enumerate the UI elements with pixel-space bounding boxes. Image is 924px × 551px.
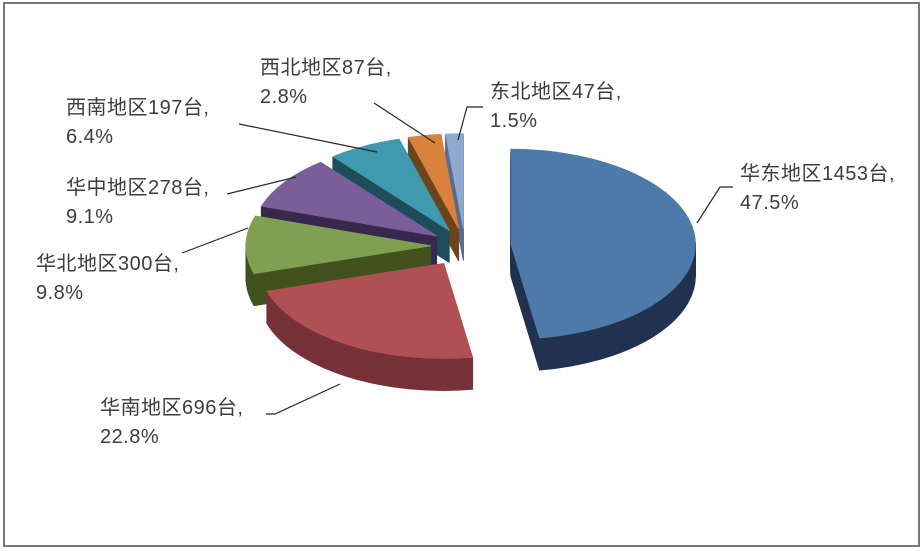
data-label-line1: 东北地区47台, — [490, 81, 622, 103]
leader-line-north-china — [181, 227, 249, 254]
data-label-line1: 华北地区300台, — [36, 253, 180, 275]
data-label-line2: 2.8% — [260, 86, 308, 108]
data-label-line1: 华中地区278台, — [66, 177, 210, 199]
data-label-east-china: 华东地区1453台, 47.5% — [740, 160, 895, 218]
pie-slice-central-china-top[interactable] — [260, 161, 438, 237]
data-label-south-china: 华南地区696台, 22.8% — [100, 394, 243, 452]
data-label-line1: 华南地区696台, — [100, 397, 244, 419]
data-label-line2: 1.5% — [490, 110, 538, 132]
pie-slice-southwest-china-top[interactable] — [332, 138, 450, 231]
pie-slice-north-china-top[interactable] — [245, 215, 432, 275]
data-label-northwest-china: 西北地区87台, 2.8% — [260, 54, 392, 112]
data-label-line2: 9.1% — [66, 206, 114, 228]
data-label-central-china: 华中地区278台, 9.1% — [66, 174, 209, 232]
data-label-line2: 9.8% — [36, 282, 84, 304]
data-label-north-china: 华北地区300台, 9.8% — [36, 250, 179, 308]
pie-slice-east-china[interactable] — [510, 148, 696, 371]
pie-slice-south-china[interactable] — [266, 262, 474, 391]
data-label-southwest-china: 西南地区197台, 6.4% — [66, 94, 209, 152]
leader-line-central-china — [226, 176, 297, 195]
leader-line-northeast-china — [457, 106, 483, 141]
pie-slice-northeast-china-top[interactable] — [445, 133, 464, 229]
leader-line-southwest-china — [238, 123, 378, 153]
data-label-line1: 华东地区1453台, — [740, 163, 896, 185]
data-label-line2: 47.5% — [740, 192, 800, 214]
pie-slice-south-china-top[interactable] — [266, 262, 474, 359]
leader-line-south-china — [266, 383, 341, 415]
leader-line-northwest-china — [373, 102, 436, 144]
data-label-line2: 22.8% — [100, 426, 160, 448]
data-label-line1: 西南地区197台, — [66, 97, 210, 119]
data-label-northeast-china: 东北地区47台, 1.5% — [490, 78, 622, 136]
data-label-line2: 6.4% — [66, 126, 114, 148]
data-label-line1: 西北地区87台, — [260, 57, 392, 79]
pie-slice-central-china[interactable] — [260, 161, 438, 269]
leader-line-east-china — [696, 186, 733, 224]
pie-slice-east-china-top[interactable] — [510, 148, 696, 339]
